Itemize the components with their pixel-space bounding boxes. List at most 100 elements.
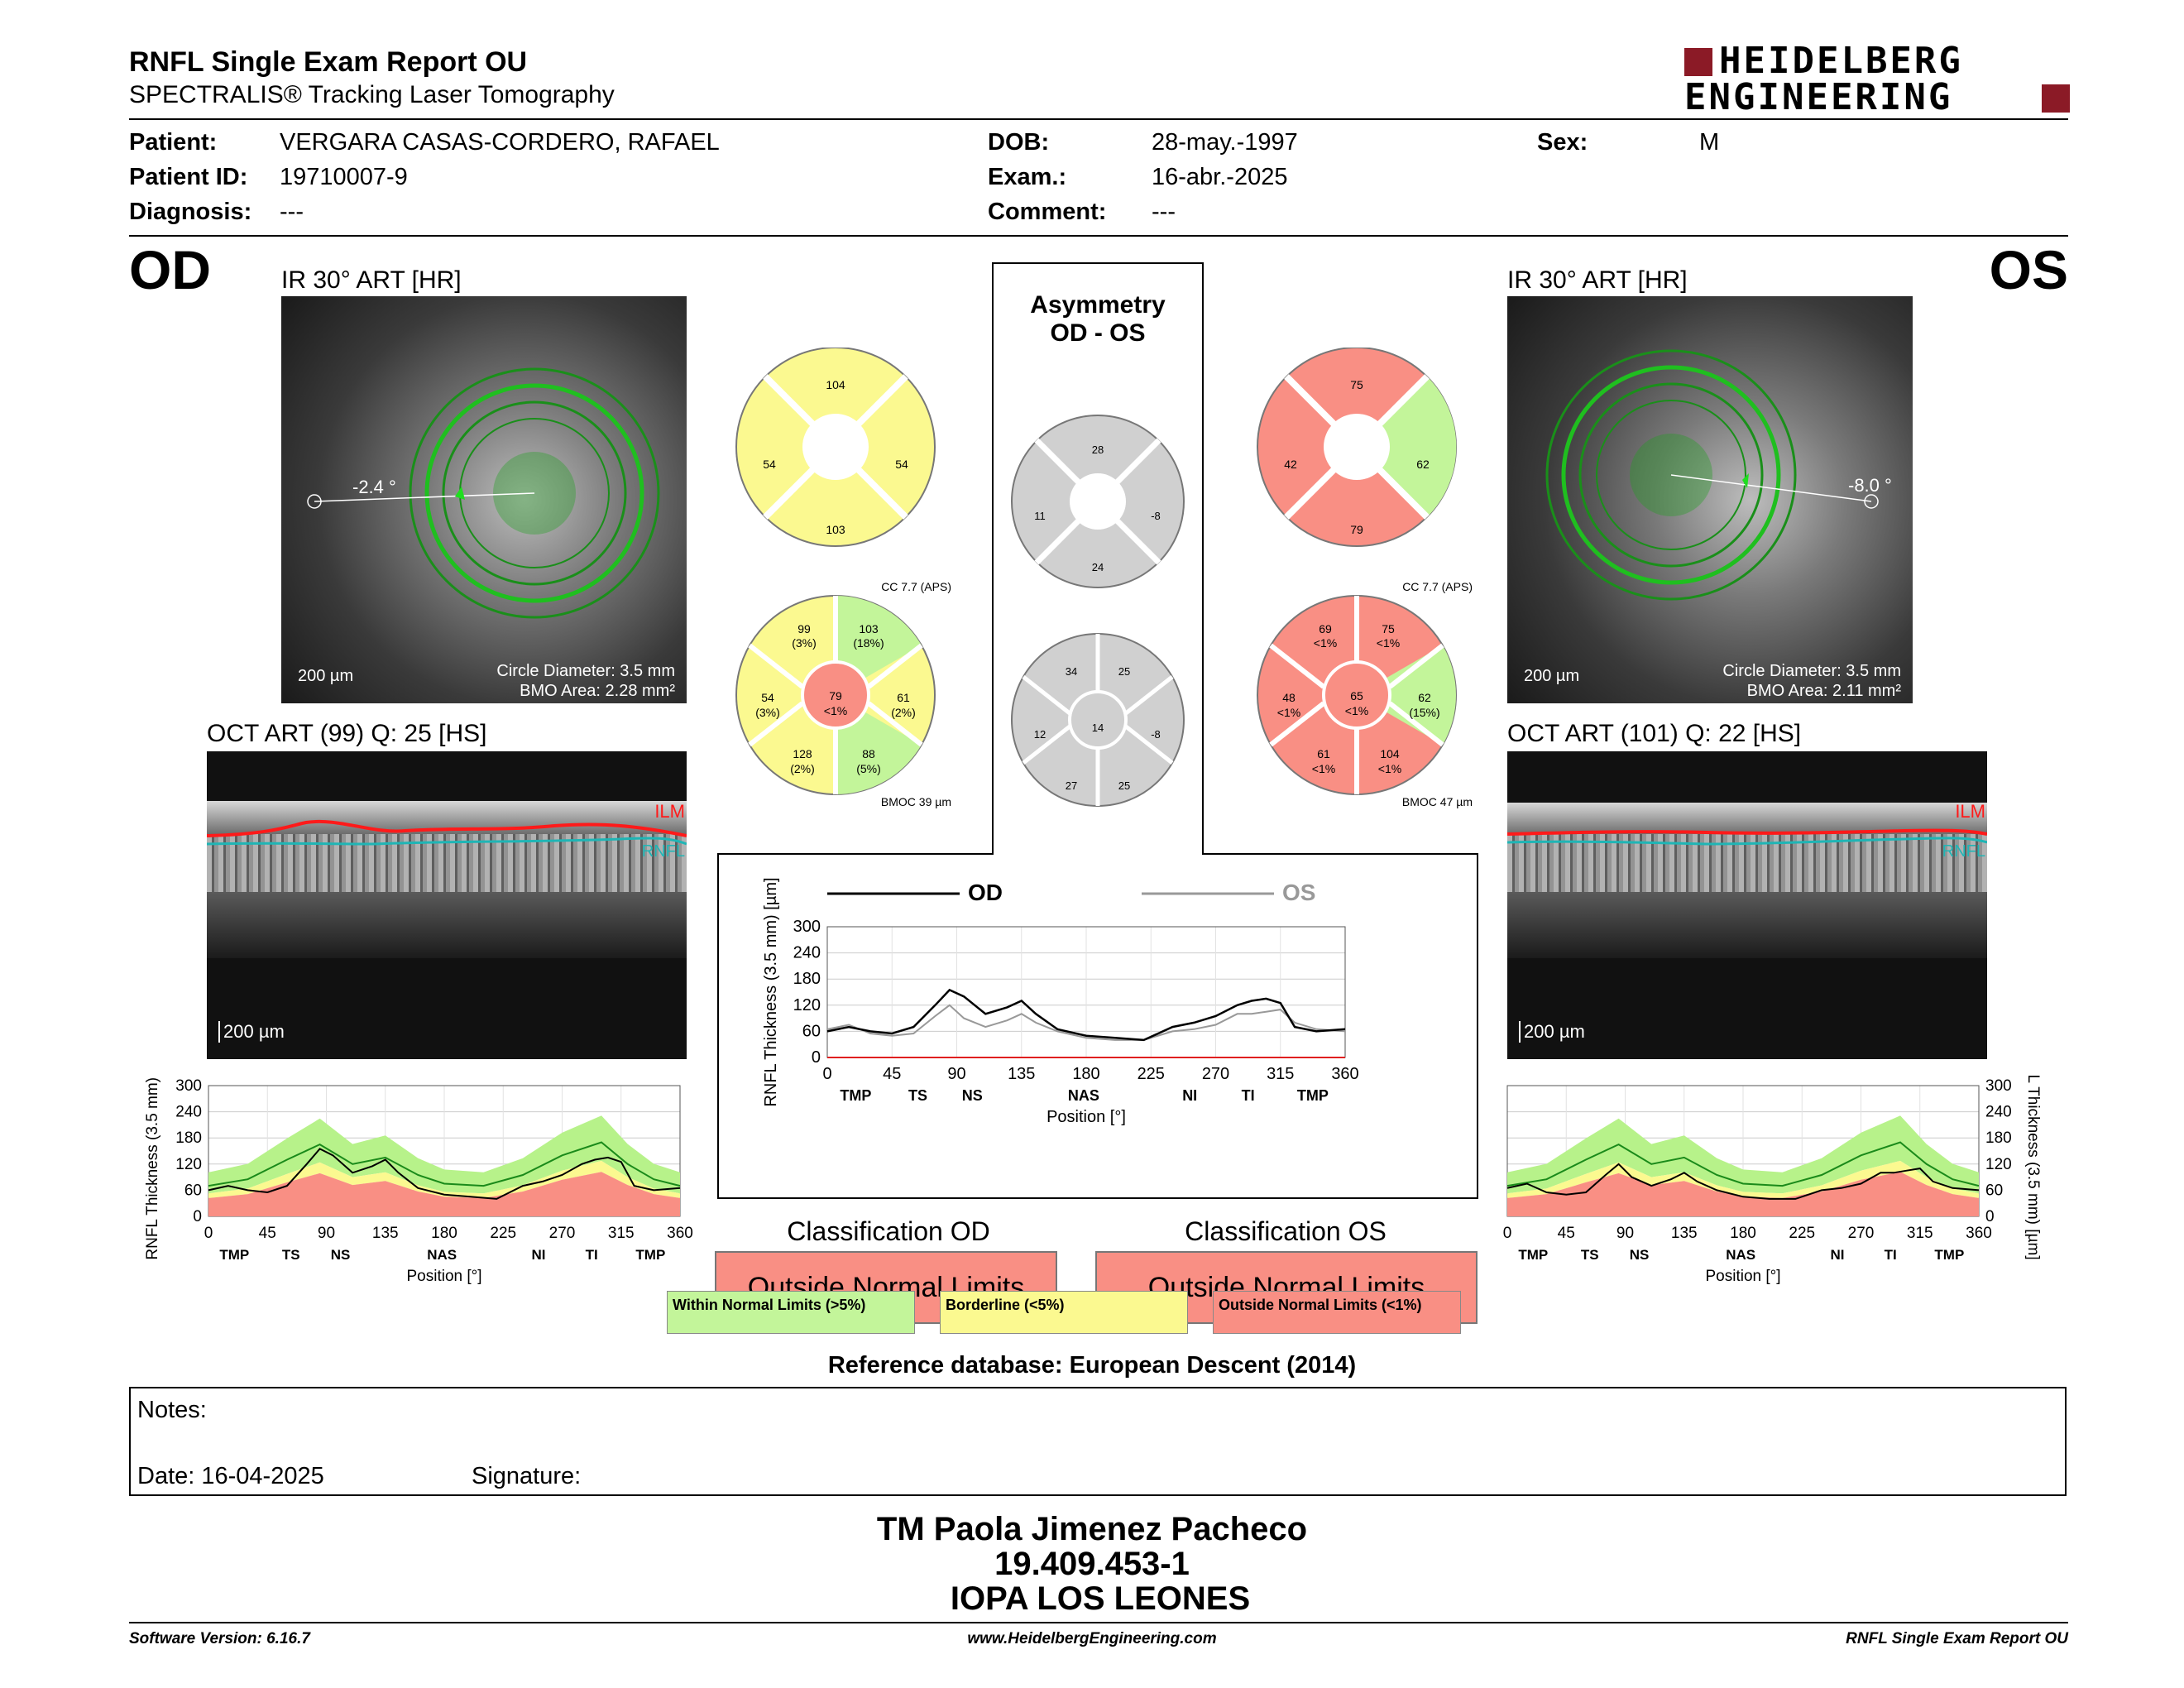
asym-ytick: 180 bbox=[793, 970, 821, 988]
od-scan-circle-overlay bbox=[307, 367, 660, 619]
asym-region-label: TI bbox=[1242, 1087, 1255, 1104]
asym-s4-n: 11 bbox=[1034, 510, 1046, 522]
os-s4-t: 62 bbox=[1416, 458, 1430, 471]
od-profile-region-label: NAS bbox=[427, 1247, 457, 1263]
od-profile-normal-band bbox=[208, 1115, 680, 1194]
od-profile-xtick: 0 bbox=[204, 1225, 213, 1242]
os-s6-ts: 75 bbox=[1382, 622, 1395, 635]
signer-rut: 19.409.453-1 bbox=[994, 1546, 1190, 1582]
exam-label: Exam.: bbox=[988, 164, 1067, 190]
os-profile-measured bbox=[1506, 1163, 1980, 1200]
patient-label: Patient: bbox=[129, 129, 218, 156]
od-profile-xtick: 45 bbox=[259, 1225, 276, 1242]
asym-xtick: 45 bbox=[883, 1065, 901, 1083]
od-s4-n: 54 bbox=[895, 458, 908, 471]
os-s4-s: 75 bbox=[1350, 378, 1363, 391]
od-profile-region-label: TI bbox=[586, 1247, 598, 1263]
os-s6-ts-p: <1% bbox=[1377, 636, 1400, 650]
od-s4-s: 104 bbox=[826, 378, 845, 391]
os-bmo-area: BMO Area: 2.11 mm² bbox=[1746, 682, 1901, 700]
od-s6-ti: 128 bbox=[793, 747, 812, 760]
os-s6-ti-p: <1% bbox=[1378, 762, 1401, 775]
os-profile-xtick: 0 bbox=[1503, 1225, 1512, 1242]
od-profile-xtick: 315 bbox=[608, 1225, 635, 1242]
sex-label: Sex: bbox=[1537, 129, 1588, 156]
asym-region-label: TMP bbox=[1297, 1087, 1329, 1104]
os-profile-xtick: 315 bbox=[1907, 1225, 1933, 1242]
asym-xtick: 135 bbox=[1008, 1065, 1035, 1083]
os-s4-i: 79 bbox=[1350, 523, 1363, 536]
asym-s4-t: -8 bbox=[1151, 510, 1161, 522]
od-scale-bar: 200 µm bbox=[298, 667, 354, 685]
od-profile-region-label: NI bbox=[532, 1247, 546, 1263]
os-oct-scale: 200 µm bbox=[1519, 1021, 1585, 1043]
logo-line2: ENGINEERING bbox=[1684, 76, 1953, 118]
notes-box[interactable]: Notes: Date: 16-04-2025 Signature: bbox=[129, 1387, 2067, 1496]
asym-region-label: NI bbox=[1182, 1087, 1197, 1104]
od-rnfl-label: RNFL bbox=[641, 842, 685, 861]
od-oct-title: OCT ART (99) Q: 25 [HS] bbox=[207, 720, 487, 747]
os-rnfl-label: RNFL bbox=[1942, 842, 1985, 861]
od-circle-diameter: Circle Diameter: 3.5 mm bbox=[496, 662, 675, 680]
od-profile-ytick: 0 bbox=[193, 1208, 202, 1225]
classification-od-title: Classification OD bbox=[787, 1216, 990, 1246]
od-profile-xtick: 270 bbox=[549, 1225, 576, 1242]
classification-os-title: Classification OS bbox=[1185, 1216, 1387, 1246]
od-bmoc: BMOC 39 µm bbox=[881, 795, 951, 808]
od-profile-ylabel: RNFL Thickness (3.5 mm) [µm] bbox=[144, 1076, 161, 1260]
asym-xtick: 0 bbox=[822, 1065, 831, 1083]
asym-title1: Asymmetry bbox=[1030, 291, 1166, 319]
os-s6-ns: 69 bbox=[1319, 622, 1332, 635]
os-profile-ytick: 0 bbox=[1985, 1208, 1995, 1225]
asym-legend-od: OD bbox=[968, 880, 1003, 905]
od-s6-g: 79 bbox=[829, 689, 842, 703]
od-fundus-image: -2.4 ° 200 µm Circle Diameter: 3.5 mm BM… bbox=[281, 296, 687, 703]
footer-url: www.HeidelbergEngineering.com bbox=[967, 1630, 1217, 1647]
os-profile-region-label: TS bbox=[1581, 1247, 1599, 1263]
sex-value: M bbox=[1699, 129, 1720, 156]
reference-database: Reference database: European Descent (20… bbox=[827, 1352, 1357, 1379]
od-profile-normal-mean bbox=[208, 1141, 681, 1187]
od-profile-xlabel: Position [°] bbox=[406, 1268, 481, 1285]
os-eye-label: OS bbox=[1989, 239, 2068, 300]
asym-ytick: 120 bbox=[793, 996, 821, 1014]
asym-ytick: 60 bbox=[802, 1022, 821, 1040]
os-oct-bscan: ILM RNFL 200 µm bbox=[1507, 751, 1987, 1059]
od-cc: CC 7.7 (APS) bbox=[881, 580, 951, 593]
asym-ylabel: RNFL Thickness (3.5 mm) [µm] bbox=[762, 877, 780, 1106]
patient-id-label: Patient ID: bbox=[129, 164, 248, 190]
diagnosis-label: Diagnosis: bbox=[129, 199, 252, 225]
os-circle-diameter: Circle Diameter: 3.5 mm bbox=[1722, 662, 1901, 680]
report-subtitle: SPECTRALIS® Tracking Laser Tomography bbox=[129, 81, 615, 108]
os-oct-title: OCT ART (101) Q: 22 [HS] bbox=[1507, 720, 1802, 747]
os-profile-xtick: 360 bbox=[1966, 1225, 1992, 1242]
asym-series-os bbox=[826, 1004, 1346, 1041]
notes-signature: Signature: bbox=[472, 1463, 582, 1489]
od-s6-t-p: (3%) bbox=[755, 706, 780, 719]
od-profile-xtick: 90 bbox=[318, 1225, 335, 1242]
asymmetry-panel: Asymmetry OD - OS 28 11 -8 24 34 25 12 1… bbox=[717, 262, 1478, 1199]
os-profile-region-label: NAS bbox=[1726, 1247, 1755, 1263]
asym-xtick: 360 bbox=[1331, 1065, 1358, 1083]
asym-ytick: 0 bbox=[812, 1048, 821, 1067]
heidelberg-logo: HEIDELBERG ENGINEERING bbox=[1684, 40, 2070, 118]
od-ilm-label: ILM bbox=[654, 801, 685, 822]
od-profile-region-label: TMP bbox=[219, 1247, 249, 1263]
footer-report-name: RNFL Single Exam Report OU bbox=[1846, 1630, 2068, 1647]
asym-region-label: TMP bbox=[840, 1087, 871, 1104]
os-profile-xtick: 90 bbox=[1616, 1225, 1634, 1242]
os-s6-t-p: (15%) bbox=[1409, 706, 1439, 719]
os-profile-xtick: 180 bbox=[1730, 1225, 1756, 1242]
od-profile-ytick: 180 bbox=[175, 1129, 202, 1147]
os-angle: -8.0 ° bbox=[1848, 475, 1892, 496]
od-profile-region-label: TMP bbox=[635, 1247, 665, 1263]
od-profile-xtick: 225 bbox=[490, 1225, 516, 1242]
diagnosis-value: --- bbox=[280, 199, 304, 225]
comment-value: --- bbox=[1152, 199, 1176, 225]
od-bmo-area: BMO Area: 2.28 mm² bbox=[520, 682, 675, 700]
os-scale-bar: 200 µm bbox=[1524, 667, 1580, 685]
os-bmoc: BMOC 47 µm bbox=[1402, 795, 1473, 808]
notes-date: Date: 16-04-2025 bbox=[137, 1463, 324, 1489]
patient-name: VERGARA CASAS-CORDERO, RAFAEL bbox=[280, 129, 720, 156]
